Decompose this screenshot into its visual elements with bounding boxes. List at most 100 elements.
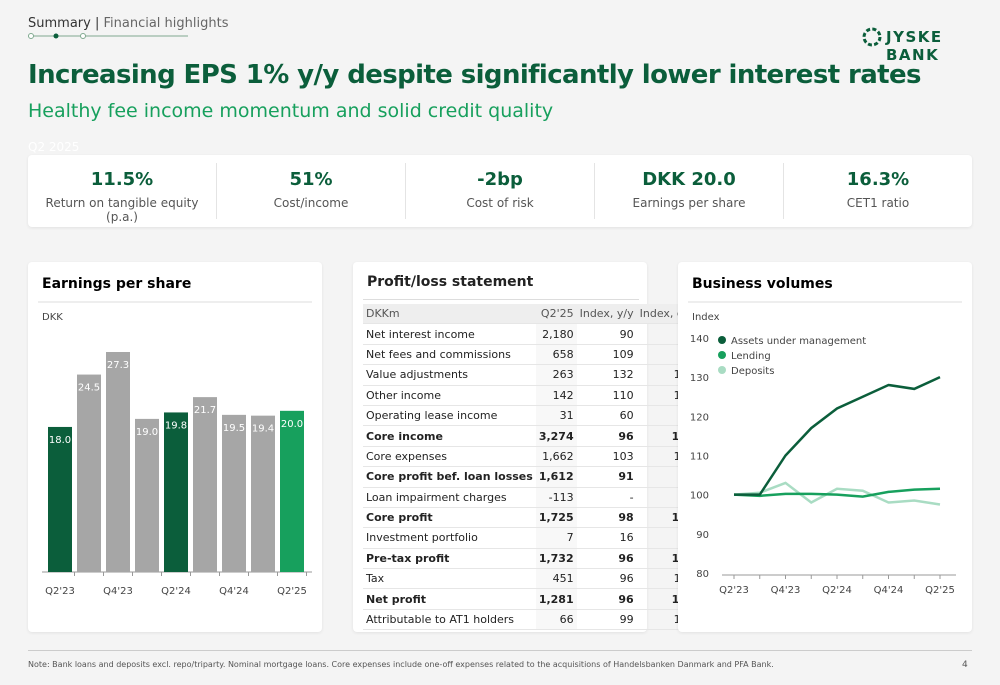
table-cell: Tax — [363, 568, 536, 590]
y-tick-label: 100 — [690, 491, 709, 502]
kpi: 51% Cost/income — [216, 163, 405, 219]
value-label: 24.5 — [78, 383, 100, 394]
table-cell: 96 — [576, 568, 637, 590]
table-cell: Core profit bef. loan losses — [363, 466, 536, 488]
kpi-label: Return on tangible equity (p.a.) — [45, 196, 199, 224]
column-header: Index, y/y — [576, 304, 637, 325]
x-tick-label: Q2'25 — [277, 586, 307, 597]
table-cell: 31 — [535, 405, 577, 427]
bar — [77, 374, 101, 572]
table-cell: Operating lease income — [363, 405, 536, 427]
eps-panel: Earnings per share DKK 18.0 Q2'23 24.5 27.3 Q4… — [28, 262, 322, 632]
value-label: 27.3 — [107, 360, 129, 371]
table-cell: Value adjustments — [363, 364, 536, 386]
line — [733, 487, 941, 498]
table-cell: -113 — [535, 487, 577, 508]
pl-panel: Profit/loss statement DKKm Q2'25 Index, y/… — [353, 262, 698, 632]
table-row: Investment portfolio71610 — [363, 527, 698, 549]
kpi-value: 16.3% — [846, 169, 910, 190]
table-cell: Net interest income — [363, 323, 536, 345]
header-row: DKKm Q2'25 Index, y/y Index, q/q — [363, 304, 698, 325]
x-tick-label: Q2'23 — [45, 586, 75, 597]
subsection: Financial highlights — [103, 16, 229, 31]
kpi: 11.5% Return on tangible equity (p.a.) — [28, 163, 216, 224]
y-tick-label: 140 — [690, 334, 709, 345]
table-cell: Core profit — [363, 507, 536, 529]
table-cell: 132 — [576, 364, 637, 386]
x-tick-label: Q4'23 — [771, 585, 801, 596]
footnote: Note: Bank loans and deposits excl. repo… — [28, 660, 774, 669]
table-cell: Core expenses — [363, 446, 536, 468]
legend-label: Deposits — [731, 366, 774, 377]
table-cell: 263 — [535, 364, 577, 386]
table-cell: Net profit — [363, 588, 536, 610]
table-cell: Loan impairment charges — [363, 487, 536, 508]
column-header: Q2'25 — [535, 304, 577, 325]
y-tick-label: 80 — [696, 569, 709, 580]
kpi: 16.3% CET1 ratio — [783, 163, 972, 219]
x-tick-label: Q2'25 — [925, 585, 955, 596]
table-cell: 66 — [535, 609, 577, 631]
chart: Earnings per share DKK 18.0 Q2'23 24.5 27.3 Q4… — [38, 276, 312, 597]
y-tick-label: 120 — [690, 412, 709, 423]
volumes-panel: Business volumes Index 80 90 100 110 120 130 140… — [678, 262, 972, 632]
table-cell: Other income — [363, 385, 536, 406]
table-cell: 1,662 — [535, 446, 577, 468]
table-row: Loan impairment charges-113-- — [363, 487, 698, 508]
table-cell: 7 — [535, 527, 577, 549]
table-row: Net fees and commissions65810991 — [363, 344, 698, 366]
table-cell: 1,281 — [535, 588, 577, 610]
bar — [106, 352, 130, 572]
table-cell: 110 — [576, 385, 637, 406]
table-cell: 2,180 — [535, 323, 577, 345]
y-tick-label: 90 — [696, 530, 709, 541]
legend-marker — [718, 336, 726, 344]
kpi-label: Earnings per share — [632, 196, 746, 210]
line — [734, 376, 941, 496]
period: Q2 2025 — [28, 140, 80, 154]
table-cell: - — [576, 487, 637, 508]
legend-label: Assets under management — [731, 336, 866, 347]
x-tick-label: Q4'24 — [219, 586, 249, 597]
value-label: 19.5 — [223, 423, 245, 434]
table-row: Other income142110189 — [363, 385, 698, 406]
bar — [193, 397, 217, 572]
table-cell: 91 — [576, 466, 637, 488]
table: DKKm Q2'25 Index, y/y Index, q/q Net interes… — [363, 304, 698, 631]
table-cell: Net fees and commissions — [363, 344, 536, 366]
legend-marker — [718, 351, 726, 359]
line — [733, 481, 941, 506]
bar — [280, 410, 304, 572]
table-cell: 16 — [576, 527, 637, 549]
value-label: 19.8 — [165, 420, 187, 431]
kpi: -2bp Cost of risk — [405, 163, 594, 219]
table-cell: 98 — [576, 507, 637, 529]
section: Summary — [28, 16, 91, 31]
table-cell: 3,274 — [535, 425, 577, 447]
x-tick-label: Q2'24 — [161, 586, 191, 597]
table-cell: Investment portfolio — [363, 527, 536, 549]
y-tick-label: 110 — [690, 452, 709, 463]
value-label: 18.0 — [49, 435, 71, 446]
column-header: DKKm — [363, 304, 536, 325]
table-cell: Pre-tax profit — [363, 548, 536, 570]
table-cell: 99 — [576, 609, 637, 631]
table-cell: 658 — [535, 344, 577, 366]
kpi-value: 11.5% — [90, 169, 154, 190]
breadcrumb: Summary | Financial highlights — [28, 16, 229, 31]
table-cell: 103 — [576, 446, 637, 468]
table-cell: 1,725 — [535, 507, 577, 529]
table-cell: 90 — [576, 323, 637, 345]
value-label: 20.0 — [281, 419, 303, 430]
bar — [222, 414, 246, 572]
bar — [164, 412, 188, 572]
value-label: 21.7 — [194, 405, 216, 416]
x-tick-label: Q4'23 — [103, 586, 133, 597]
table-row: Tax45196102 — [363, 568, 698, 590]
table-cell: 96 — [576, 588, 637, 610]
axis-label: DKK — [42, 312, 63, 323]
